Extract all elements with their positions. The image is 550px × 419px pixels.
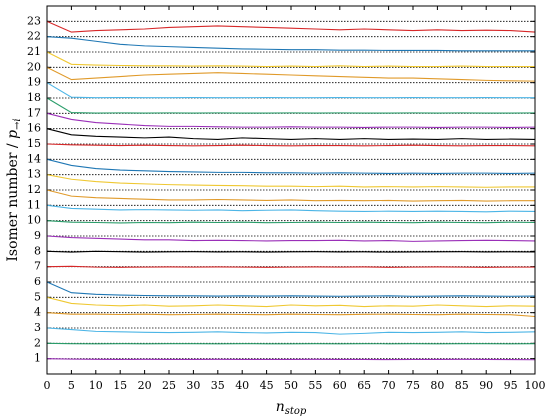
x-tick-label: 90 (479, 379, 493, 392)
series-line (46, 82, 535, 99)
plot-frame (46, 5, 536, 375)
y-tick-label: 8 (34, 244, 41, 257)
series-line (46, 36, 535, 52)
y-tick-label: 5 (34, 290, 41, 303)
series-line (46, 112, 536, 128)
series-line (46, 312, 536, 318)
y-tick-label: 1 (34, 352, 41, 365)
y-tick-label: 9 (34, 229, 41, 242)
x-tick-label: 10 (89, 379, 103, 392)
series-line (46, 235, 536, 242)
x-tick-label: 65 (357, 379, 371, 392)
series-line (46, 250, 536, 253)
x-tick-label: 75 (406, 379, 420, 392)
x-tick-label: 55 (308, 379, 322, 392)
y-tick-label: 10 (27, 214, 41, 227)
series-line (46, 158, 536, 174)
series-line (46, 51, 535, 68)
x-tick-label: 95 (504, 379, 518, 392)
x-tick-label: 60 (333, 379, 347, 392)
x-tick-label: 80 (430, 379, 444, 392)
y-tick-label: 3 (34, 321, 41, 334)
y-tick-label: 20 (27, 60, 41, 73)
x-tick-label: 25 (162, 379, 176, 392)
series-line (46, 327, 536, 335)
series-line (46, 128, 536, 140)
y-tick-label: 15 (27, 137, 41, 150)
x-tick-label: 40 (235, 379, 249, 392)
x-tick-label: 20 (138, 379, 152, 392)
series-line (46, 20, 536, 33)
y-tick-label: 11 (27, 198, 41, 211)
y-tick-label: 19 (27, 76, 41, 89)
y-tick-label: 17 (27, 106, 41, 119)
series-line (46, 281, 536, 297)
y-tick-label: 22 (27, 30, 41, 43)
series-line (46, 97, 536, 114)
x-tick-label: 100 (525, 379, 546, 392)
series-line (46, 204, 536, 213)
y-tick-label: 21 (27, 45, 41, 58)
y-tick-label: 4 (34, 306, 41, 319)
series-line (46, 358, 536, 361)
series-line (46, 296, 536, 308)
x-tick-label: 85 (455, 379, 469, 392)
y-label-text: Isomer number / (5, 139, 21, 262)
y-tick-label: 18 (27, 91, 41, 104)
x-tick-label: 45 (260, 379, 274, 392)
x-tick-label: 70 (382, 379, 396, 392)
y-label-symbol: p (5, 130, 21, 139)
y-tick-label: 7 (34, 260, 41, 273)
y-tick-label: 12 (27, 183, 41, 196)
x-tick-label: 50 (284, 379, 298, 392)
y-tick-label: 2 (34, 336, 41, 349)
x-axis-label: nstop (276, 399, 307, 417)
y-tick-label: 13 (27, 168, 41, 181)
series-line (46, 66, 536, 82)
series-line (46, 143, 536, 147)
y-tick-label: 23 (27, 14, 41, 27)
x-tick-label: 35 (211, 379, 225, 392)
x-tick-label: 15 (113, 379, 127, 392)
y-tick-label: 16 (27, 122, 41, 135)
x-tick-label: 30 (186, 379, 200, 392)
x-tick-label: 5 (68, 379, 75, 392)
x-tick-label: 0 (44, 379, 51, 392)
series-line (46, 189, 535, 202)
series-line (46, 220, 536, 224)
y-label-subscript: →i (12, 118, 23, 130)
y-axis-label: Isomer number / p→i (5, 118, 23, 261)
x-label-symbol: n (276, 399, 285, 415)
series-line (46, 174, 535, 188)
series-line (46, 265, 535, 268)
x-label-subscript: stop (285, 406, 307, 417)
y-tick-label: 14 (27, 152, 41, 165)
y-tick-label: 6 (34, 275, 41, 288)
